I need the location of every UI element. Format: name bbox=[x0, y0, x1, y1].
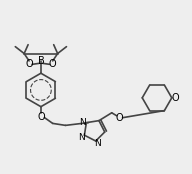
Text: N: N bbox=[78, 133, 85, 142]
Text: O: O bbox=[49, 59, 56, 69]
Text: N: N bbox=[94, 139, 101, 148]
Text: N: N bbox=[79, 118, 86, 127]
Text: O: O bbox=[25, 59, 33, 69]
Text: O: O bbox=[37, 112, 45, 121]
Text: O: O bbox=[172, 93, 180, 103]
Text: O: O bbox=[116, 113, 123, 123]
Text: B: B bbox=[37, 56, 44, 66]
